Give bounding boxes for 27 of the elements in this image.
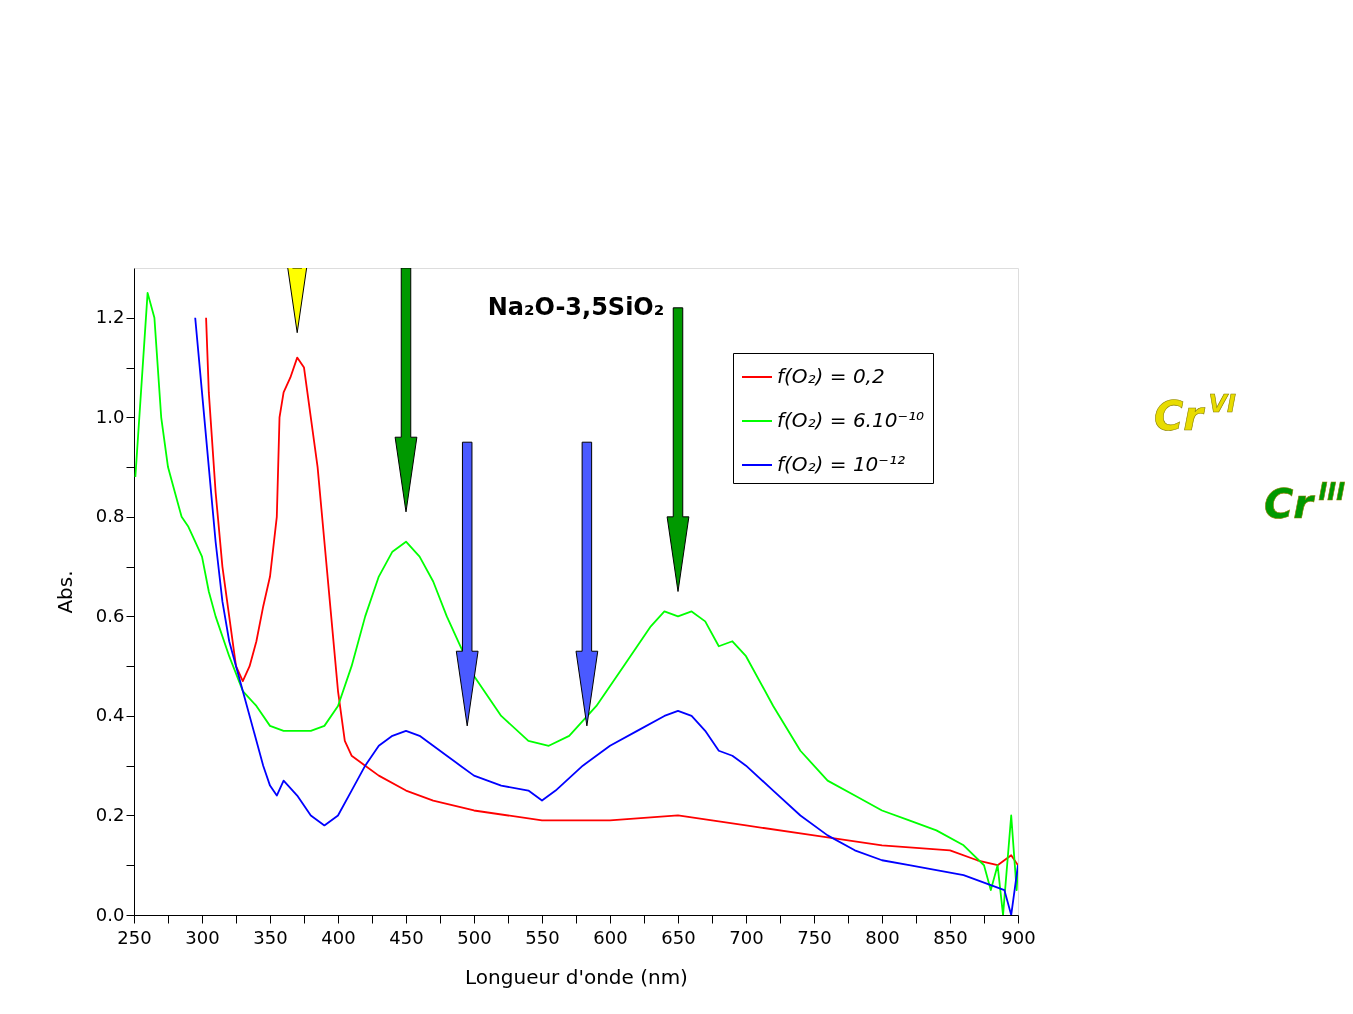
- y-tick-label: 0.2: [95, 803, 125, 825]
- x-tick-label: 900: [1001, 926, 1036, 948]
- x-axis-title: Longueur d'onde (nm): [465, 964, 688, 989]
- x-tick-label: 700: [729, 926, 764, 948]
- x-tick-label: 750: [797, 926, 832, 948]
- x-tick-label: 650: [661, 926, 696, 948]
- y-tick-label: 0.0: [95, 903, 125, 925]
- x-tick-label: 500: [457, 926, 492, 948]
- y-axis-title: Abs.: [52, 570, 77, 614]
- x-tick-label: 850: [933, 926, 968, 948]
- x-tick-label: 800: [865, 926, 900, 948]
- legend-label: f(O₂) = 0,2: [777, 364, 885, 388]
- x-tick-label: 350: [253, 926, 288, 948]
- y-tick-label: 1.2: [95, 306, 125, 328]
- x-tick-label: 400: [321, 926, 356, 948]
- legend-label: f(O₂) = 6.10⁻¹⁰: [777, 408, 925, 432]
- y-tick-label: 1.0: [95, 405, 125, 427]
- y-tick-label: 0.6: [95, 604, 125, 626]
- x-tick-label: 300: [185, 926, 220, 948]
- y-tick-label: 0.8: [95, 505, 125, 527]
- text: Na₂O-3,5SiO₂: [487, 293, 665, 321]
- y-tick-label: 0.4: [95, 704, 125, 726]
- x-tick-label: 250: [117, 926, 152, 948]
- x-tick-label: 550: [525, 926, 560, 948]
- legend-label: f(O₂) = 10⁻¹²: [777, 452, 905, 476]
- x-tick-label: 450: [389, 926, 424, 948]
- x-tick-label: 600: [593, 926, 628, 948]
